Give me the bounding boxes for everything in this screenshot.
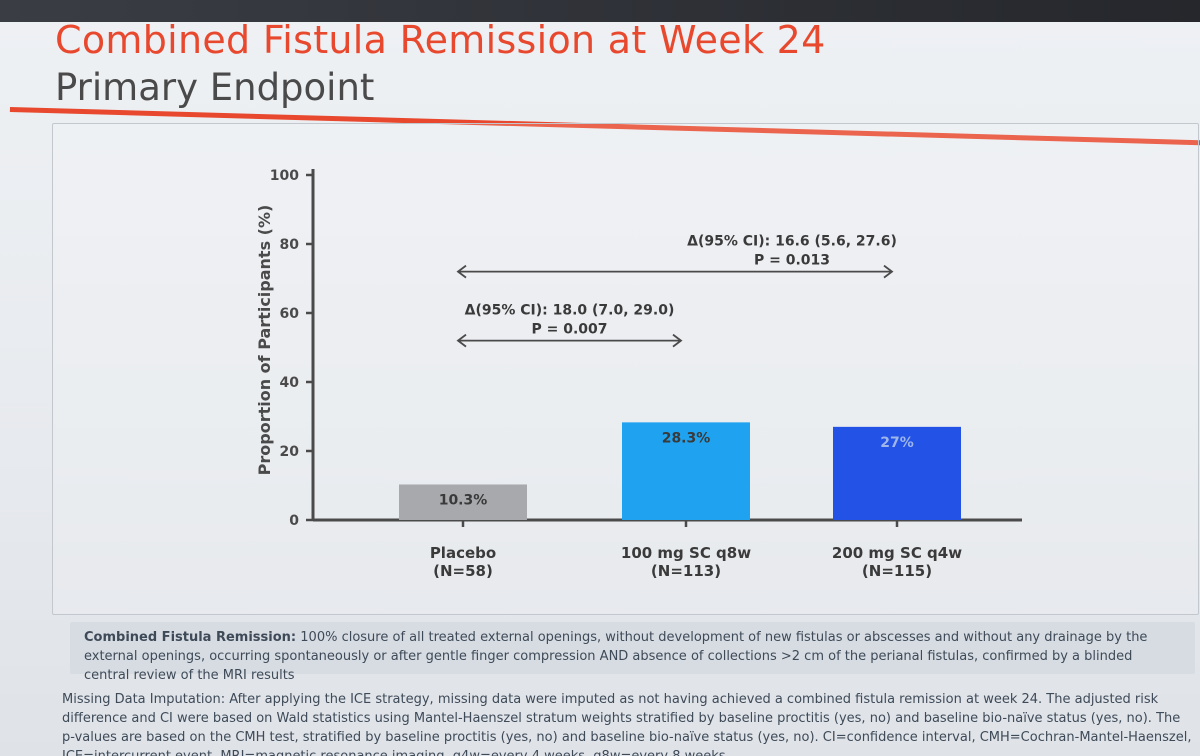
category-label: 200 mg SC q4w bbox=[832, 544, 962, 562]
chart-comparisons bbox=[456, 264, 894, 348]
category-label: 100 mg SC q8w bbox=[621, 544, 751, 562]
definition-text: Combined Fistula Remission: 100% closure… bbox=[70, 622, 1195, 691]
arrow-left-icon bbox=[456, 333, 467, 348]
arrow-left-icon bbox=[456, 264, 467, 279]
category-label: Placebo bbox=[430, 544, 496, 562]
chart-bars bbox=[399, 422, 961, 520]
arrow-right-icon bbox=[672, 333, 683, 348]
bar bbox=[833, 426, 961, 520]
y-tick-label: 60 bbox=[280, 306, 300, 322]
slide-title: Combined Fistula Remission at Week 24 bbox=[55, 18, 826, 62]
screen-top-edge bbox=[0, 0, 1200, 22]
chart-labels: 10.3%Placebo(N=58)28.3%100 mg SC q8w(N=1… bbox=[430, 234, 962, 580]
comparison-ci-label: Δ(95% CI): 16.6 (5.6, 27.6) bbox=[687, 234, 897, 250]
y-tick-label: 80 bbox=[280, 237, 300, 253]
y-axis-label: Proportion of Participants (%) bbox=[255, 205, 274, 476]
bar-value-label: 28.3% bbox=[662, 430, 711, 446]
definition-term: Combined Fistula Remission: bbox=[84, 630, 297, 645]
bar-value-label: 27% bbox=[880, 435, 914, 451]
definition-body: 100% closure of all treated external ope… bbox=[84, 630, 1148, 683]
bar-chart: 0 20 40 60 80 100 Proportion of Participants (… bbox=[255, 168, 1022, 580]
bar bbox=[622, 422, 750, 520]
chart-panel bbox=[52, 123, 1199, 615]
comparison-p-label: P = 0.013 bbox=[754, 253, 830, 269]
bar-value-label: 10.3% bbox=[439, 492, 488, 508]
y-tick-label: 40 bbox=[280, 375, 300, 391]
y-tick-label: 20 bbox=[280, 444, 300, 460]
bar bbox=[399, 484, 527, 520]
y-tick-label: 100 bbox=[270, 168, 299, 184]
definition-box: Combined Fistula Remission: 100% closure… bbox=[70, 622, 1195, 683]
category-n-label: (N=58) bbox=[433, 562, 493, 580]
imputation-footnote: Missing Data Imputation: After applying … bbox=[62, 692, 1192, 756]
comparison-ci-label: Δ(95% CI): 18.0 (7.0, 29.0) bbox=[465, 303, 675, 319]
category-n-label: (N=113) bbox=[651, 562, 721, 580]
comparison-p-label: P = 0.007 bbox=[531, 322, 607, 338]
category-n-label: (N=115) bbox=[862, 562, 932, 580]
y-tick-label: 0 bbox=[289, 513, 299, 529]
arrow-right-icon bbox=[883, 264, 894, 279]
slide-subtitle: Primary Endpoint bbox=[55, 66, 375, 109]
